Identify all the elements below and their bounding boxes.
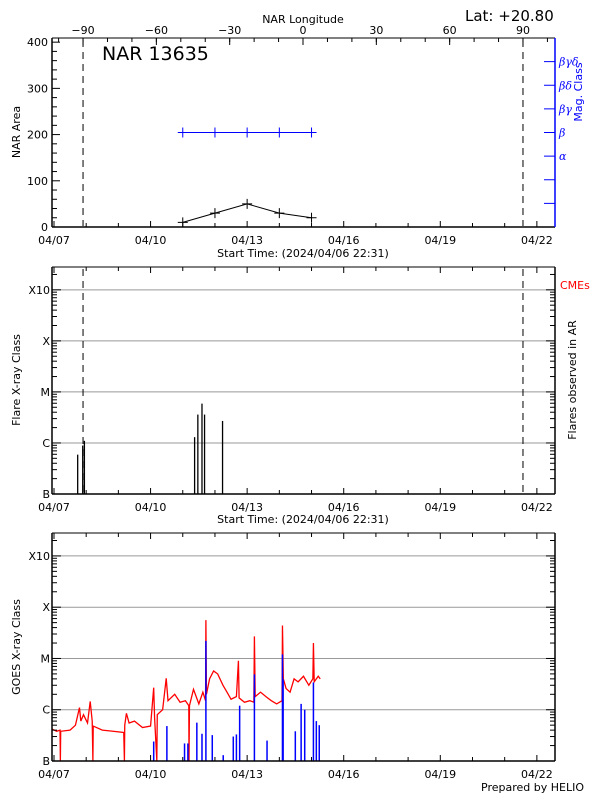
nar-area-point <box>306 212 317 223</box>
time-tick-label: 04/19 <box>424 768 456 781</box>
nar-area-point <box>274 208 285 219</box>
panel2-start-time: Start Time: (2024/04/06 22:31) <box>217 513 389 526</box>
time-tick-label: 04/19 <box>424 501 456 514</box>
area-tick-label: 400 <box>27 36 48 49</box>
mag-class-point <box>209 127 220 138</box>
mag-class-tick-label: βδ <box>558 79 572 92</box>
time-tick-label: 04/13 <box>231 501 263 514</box>
nar-area-ylabel: NAR Area <box>10 106 23 158</box>
time-tick-label: 04/10 <box>135 768 167 781</box>
time-tick-label: 04/16 <box>328 501 360 514</box>
mag-class-point <box>177 127 188 138</box>
time-tick-label: 04/16 <box>328 234 360 247</box>
latitude-label: Lat: +20.80 <box>465 7 554 25</box>
longitude-tick-label: −30 <box>218 24 241 37</box>
time-tick-label: 04/07 <box>38 768 70 781</box>
time-tick-label: 04/07 <box>38 501 70 514</box>
class-tick-label: B <box>42 755 50 768</box>
longitude-tick-label: −60 <box>145 24 168 37</box>
region-title: NAR 13635 <box>102 43 209 65</box>
gridlines <box>52 289 555 711</box>
area-tick-label: 200 <box>27 129 48 142</box>
area-tick-label: 100 <box>27 175 48 188</box>
goes-class-ylabel: GOES X-ray Class <box>10 599 23 695</box>
time-tick-label: 04/10 <box>135 501 167 514</box>
time-tick-label: 04/10 <box>135 234 167 247</box>
mag-class-point <box>242 127 253 138</box>
axes: 04/07 04/10 04/13 04/16 04/19 04/22 04/07 04/10… <box>27 24 579 781</box>
time-tick-label: 04/07 <box>38 234 70 247</box>
class-tick-label: X10 <box>28 550 50 563</box>
time-tick-label: 04/22 <box>521 234 553 247</box>
data-marks <box>51 40 524 762</box>
time-tick-label: 04/13 <box>231 234 263 247</box>
area-tick-label: 0 <box>41 221 48 234</box>
longitude-tick-label: 0 <box>300 24 307 37</box>
class-tick-label: C <box>42 704 50 717</box>
mag-class-y2label: Mag. Class <box>572 62 585 121</box>
goes-long-channel-line <box>51 620 321 762</box>
mag-class-point <box>306 127 317 138</box>
time-tick-label: 04/16 <box>328 768 360 781</box>
mag-class-tick-label: βγ <box>558 103 572 116</box>
nar-area-point <box>209 208 220 219</box>
cmes-label: CMEs <box>560 279 590 292</box>
mag-class-tick-label: βγδ <box>558 56 579 69</box>
mag-class-point <box>274 127 285 138</box>
class-tick-label: X <box>42 601 50 614</box>
longitude-tick-label: 90 <box>516 24 530 37</box>
time-tick-label: 04/19 <box>424 234 456 247</box>
longitude-tick-label: 60 <box>443 24 457 37</box>
time-tick-label: 04/22 <box>521 501 553 514</box>
class-tick-label: M <box>41 386 51 399</box>
class-tick-label: M <box>41 652 51 665</box>
nar-area-point <box>242 198 253 209</box>
longitude-tick-label: −90 <box>71 24 94 37</box>
flare-class-ylabel: Flare X-ray Class <box>10 334 23 426</box>
prepared-by-footer: Prepared by HELIO <box>481 781 584 794</box>
panel1-start-time: Start Time: (2024/04/06 22:31) <box>217 247 389 260</box>
class-tick-label: C <box>42 437 50 450</box>
time-tick-label: 04/13 <box>231 768 263 781</box>
class-tick-label: B <box>42 488 50 501</box>
class-tick-label: X <box>42 335 50 348</box>
flares-observed-y2label: Flares observed in AR <box>566 320 579 440</box>
mag-class-tick-label: α <box>559 150 567 163</box>
time-tick-label: 04/22 <box>521 768 553 781</box>
class-tick-label: X10 <box>28 284 50 297</box>
area-tick-label: 300 <box>27 82 48 95</box>
top-axis-label: NAR Longitude <box>262 13 344 26</box>
longitude-tick-label: 30 <box>369 24 383 37</box>
mag-class-tick-label: β <box>558 127 565 140</box>
